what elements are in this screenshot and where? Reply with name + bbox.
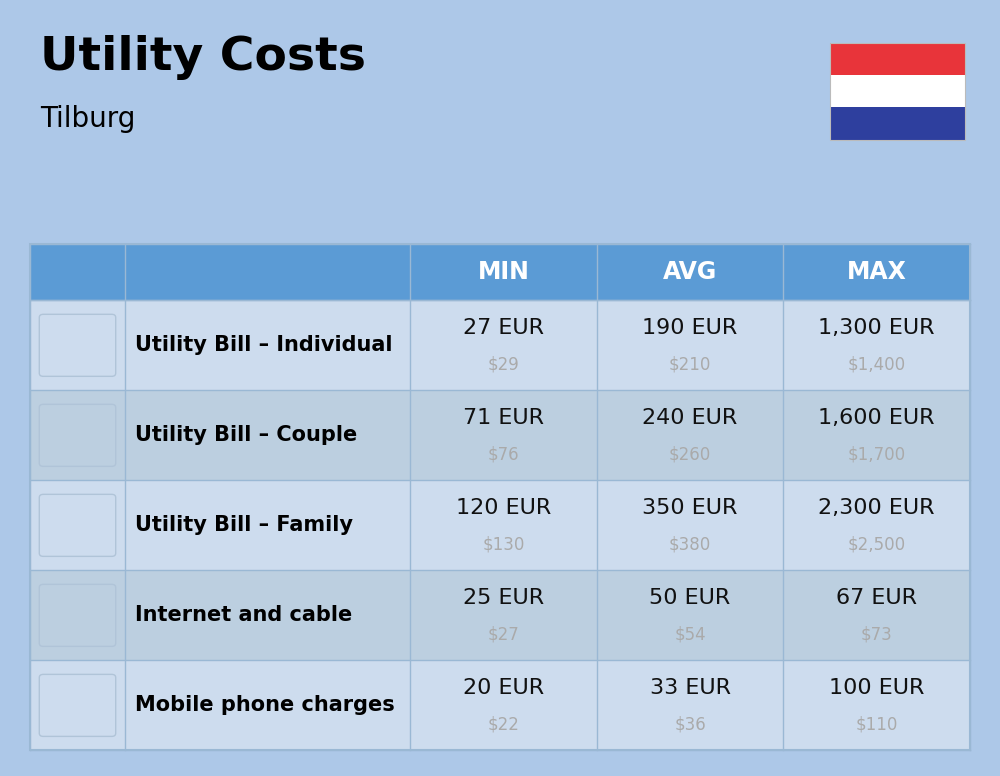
Text: $2,500: $2,500 <box>848 535 906 554</box>
Text: Mobile phone charges: Mobile phone charges <box>135 695 395 715</box>
FancyBboxPatch shape <box>39 494 116 556</box>
Text: 50 EUR: 50 EUR <box>649 588 731 608</box>
Bar <box>30 244 970 300</box>
Bar <box>30 570 970 660</box>
Text: 67 EUR: 67 EUR <box>836 588 917 608</box>
Text: Utility Bill – Couple: Utility Bill – Couple <box>135 425 357 445</box>
Bar <box>830 43 965 75</box>
Text: 33 EUR: 33 EUR <box>650 678 731 698</box>
Text: MIN: MIN <box>477 261 529 284</box>
Text: Utility Bill – Family: Utility Bill – Family <box>135 515 353 535</box>
Text: $29: $29 <box>487 355 519 374</box>
Text: 71 EUR: 71 EUR <box>463 408 544 428</box>
FancyBboxPatch shape <box>39 314 116 376</box>
Text: 100 EUR: 100 EUR <box>829 678 924 698</box>
FancyBboxPatch shape <box>39 674 116 736</box>
Text: $1,700: $1,700 <box>848 445 906 464</box>
Text: $36: $36 <box>674 715 706 734</box>
Text: $27: $27 <box>487 625 519 644</box>
Text: 20 EUR: 20 EUR <box>463 678 544 698</box>
FancyBboxPatch shape <box>39 404 116 466</box>
Text: Internet and cable: Internet and cable <box>135 605 352 625</box>
Text: 1,300 EUR: 1,300 EUR <box>818 318 935 338</box>
Text: MAX: MAX <box>847 261 907 284</box>
Bar <box>830 107 965 140</box>
Text: $73: $73 <box>861 625 893 644</box>
Text: 2,300 EUR: 2,300 EUR <box>818 498 935 518</box>
Text: 240 EUR: 240 EUR <box>642 408 738 428</box>
Bar <box>30 480 970 570</box>
Text: Utility Costs: Utility Costs <box>40 35 366 80</box>
Bar <box>30 390 970 480</box>
FancyBboxPatch shape <box>39 584 116 646</box>
Text: Tilburg: Tilburg <box>40 105 135 133</box>
Text: $54: $54 <box>674 625 706 644</box>
Text: Utility Bill – Individual: Utility Bill – Individual <box>135 335 392 355</box>
Text: $130: $130 <box>482 535 525 554</box>
Text: $210: $210 <box>669 355 711 374</box>
Text: $22: $22 <box>487 715 519 734</box>
Bar <box>30 660 970 750</box>
Text: 190 EUR: 190 EUR <box>642 318 738 338</box>
Text: 27 EUR: 27 EUR <box>463 318 544 338</box>
Bar <box>30 300 970 390</box>
Text: $1,400: $1,400 <box>848 355 906 374</box>
Text: 120 EUR: 120 EUR <box>456 498 551 518</box>
Text: AVG: AVG <box>663 261 717 284</box>
Bar <box>830 75 965 107</box>
Text: $380: $380 <box>669 535 711 554</box>
Text: $260: $260 <box>669 445 711 464</box>
Text: 25 EUR: 25 EUR <box>463 588 544 608</box>
Bar <box>830 43 965 140</box>
Text: 1,600 EUR: 1,600 EUR <box>818 408 935 428</box>
Text: $76: $76 <box>488 445 519 464</box>
Bar <box>30 244 970 750</box>
Text: 350 EUR: 350 EUR <box>642 498 738 518</box>
Text: $110: $110 <box>855 715 898 734</box>
